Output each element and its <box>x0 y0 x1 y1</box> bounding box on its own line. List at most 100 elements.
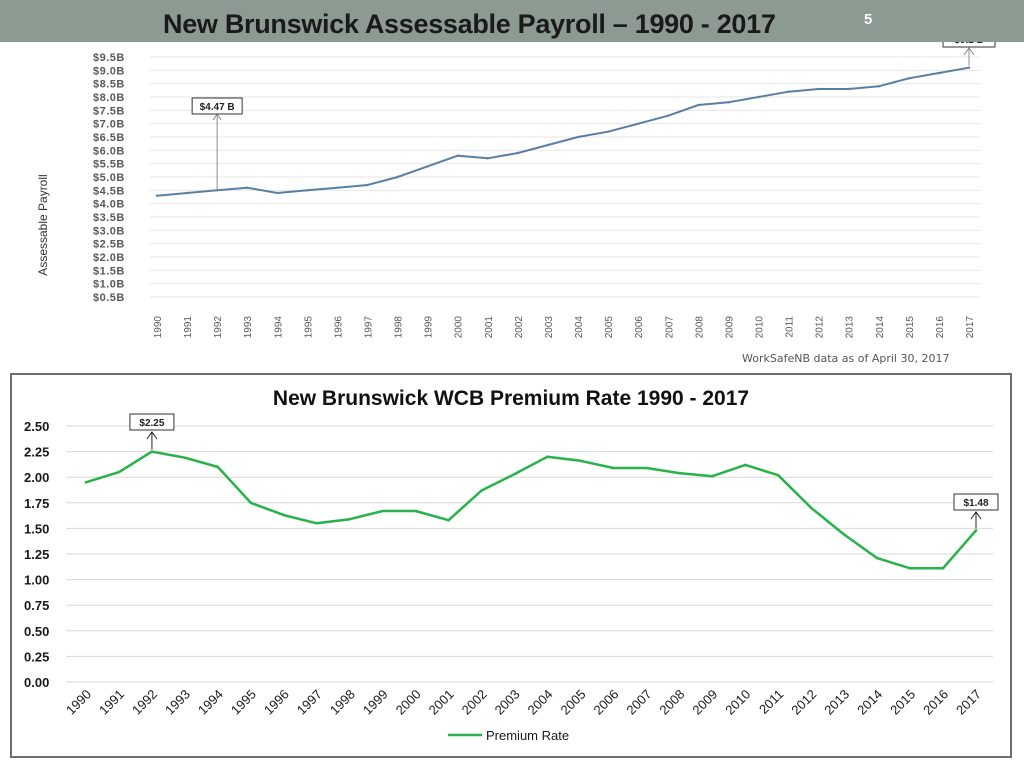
y-tick-label: $7.0B <box>93 119 125 131</box>
y-tick-label: $9.0B <box>93 65 125 77</box>
x-tick-label: 2016 <box>920 687 951 718</box>
payroll-data-point <box>486 157 490 160</box>
x-tick-label: 2017 <box>965 316 976 339</box>
x-tick-label: 2001 <box>484 316 495 339</box>
annotation-label: $4.47 B <box>200 102 235 113</box>
annotation-arrowhead <box>970 511 982 520</box>
premium-data-point <box>117 470 121 474</box>
y-tick-label: $9.5B <box>93 52 125 64</box>
x-tick-label: 2011 <box>756 687 786 717</box>
y-tick-label: $5.0B <box>93 172 125 184</box>
premium-data-point <box>447 518 450 522</box>
x-tick-label: 1991 <box>183 316 194 339</box>
x-tick-label: 2005 <box>558 687 589 718</box>
premium-chart: New Brunswick WCB Premium Rate 1990 - 20… <box>24 387 999 743</box>
payroll-data-point <box>847 87 850 91</box>
premium-data-point <box>315 521 319 525</box>
x-tick-label: 1994 <box>195 687 226 718</box>
x-tick-label: 1992 <box>129 687 160 718</box>
x-tick-label: 2008 <box>694 316 705 339</box>
title-band <box>0 0 1024 42</box>
payroll-data-point <box>546 143 550 147</box>
x-tick-label: 1996 <box>333 316 344 339</box>
annotation-arrowhead <box>963 47 975 56</box>
premium-data-point <box>776 473 780 477</box>
premium-data-point <box>183 456 187 460</box>
y-tick-label: 0.50 <box>24 624 49 639</box>
x-tick-label: 1995 <box>303 316 314 339</box>
y-tick-label: $3.5B <box>93 212 125 224</box>
premium-data-point <box>974 529 978 532</box>
premium-data-point <box>908 567 912 570</box>
payroll-data-point <box>366 183 369 187</box>
y-tick-label: $2.5B <box>93 239 125 251</box>
x-tick-label: 2000 <box>454 316 465 339</box>
payroll-data-point <box>877 85 880 88</box>
annotation-box <box>129 413 175 431</box>
payroll-data-point <box>606 130 610 133</box>
x-tick-label: 2013 <box>821 687 852 718</box>
y-tick-label: 0.00 <box>24 675 49 690</box>
page-number: 5 <box>864 11 873 28</box>
payroll-data-point <box>306 189 309 192</box>
x-tick-label: 2016 <box>935 316 946 339</box>
payroll-data-point <box>907 77 911 80</box>
y-tick-label: 1.75 <box>24 496 49 511</box>
x-tick-label: 2006 <box>634 316 645 339</box>
y-tick-label: $0.5B <box>93 292 125 304</box>
payroll-data-point <box>697 103 700 107</box>
premium-data-point <box>348 517 352 521</box>
y-tick-label: $7.5B <box>93 105 125 117</box>
x-tick-label: 1997 <box>294 687 325 718</box>
premium-data-point <box>842 533 846 536</box>
source-note: WorkSafeNB data as of April 30, 2017 <box>742 352 950 365</box>
y-tick-label: $8.5B <box>93 79 125 91</box>
x-tick-label: 1990 <box>63 687 94 718</box>
x-tick-label: 1999 <box>360 687 391 718</box>
y-tick-label: 1.50 <box>24 521 49 536</box>
y-tick-label: $8.0B <box>93 92 125 104</box>
annotation-label: $2.25 <box>139 418 164 429</box>
payroll-series-line <box>156 66 970 197</box>
y-tick-label: 1.25 <box>24 547 49 562</box>
premium-chart-panel: New Brunswick WCB Premium Rate 1990 - 20… <box>10 373 1012 758</box>
y-tick-label: 2.00 <box>24 470 49 485</box>
premium-data-point <box>710 474 714 478</box>
x-tick-label: 1997 <box>364 316 375 339</box>
legend-label: Premium Rate <box>486 728 569 743</box>
x-tick-label: 2003 <box>544 316 555 339</box>
premium-data-point <box>579 459 582 463</box>
x-tick-label: 2004 <box>525 687 556 718</box>
payroll-data-point <box>246 186 249 189</box>
x-tick-label: 1992 <box>213 316 224 339</box>
payroll-data-point <box>787 90 790 93</box>
premium-data-point <box>216 465 220 469</box>
premium-data-point <box>612 466 615 470</box>
annotation-box <box>953 493 999 511</box>
payroll-chart: $0.5B$1.0B $1.5B$2.0B$2.5B $3.0B$3.5B$4.0B… <box>36 42 996 339</box>
x-tick-label: 2014 <box>875 316 886 339</box>
payroll-data-point <box>636 122 640 125</box>
premium-data-point <box>809 506 813 510</box>
y-axis-title: Assessable Payroll <box>36 174 50 275</box>
x-tick-label: 2007 <box>664 316 675 339</box>
y-tick-label: $5.5B <box>93 159 125 171</box>
x-tick-label: 2006 <box>590 687 621 718</box>
x-tick-label: 2007 <box>623 687 654 718</box>
x-tick-label: 2002 <box>514 316 525 339</box>
annotation-box <box>191 97 243 115</box>
payroll-data-point <box>967 66 971 69</box>
y-tick-label: 2.50 <box>24 419 49 434</box>
x-tick-label: 2009 <box>724 316 735 339</box>
x-tick-label: 1998 <box>327 687 358 718</box>
premium-data-point <box>249 501 253 505</box>
x-tick-label: 1995 <box>228 687 259 718</box>
payroll-data-point <box>727 101 730 104</box>
premium-data-point <box>546 455 549 459</box>
x-tick-label: 2012 <box>815 316 826 339</box>
premium-data-point <box>941 567 945 570</box>
x-tick-label: 1998 <box>394 316 405 339</box>
x-tick-label: 2011 <box>785 316 796 338</box>
y-tick-label: $1.5B <box>93 265 125 277</box>
x-tick-label: 2012 <box>788 687 819 718</box>
